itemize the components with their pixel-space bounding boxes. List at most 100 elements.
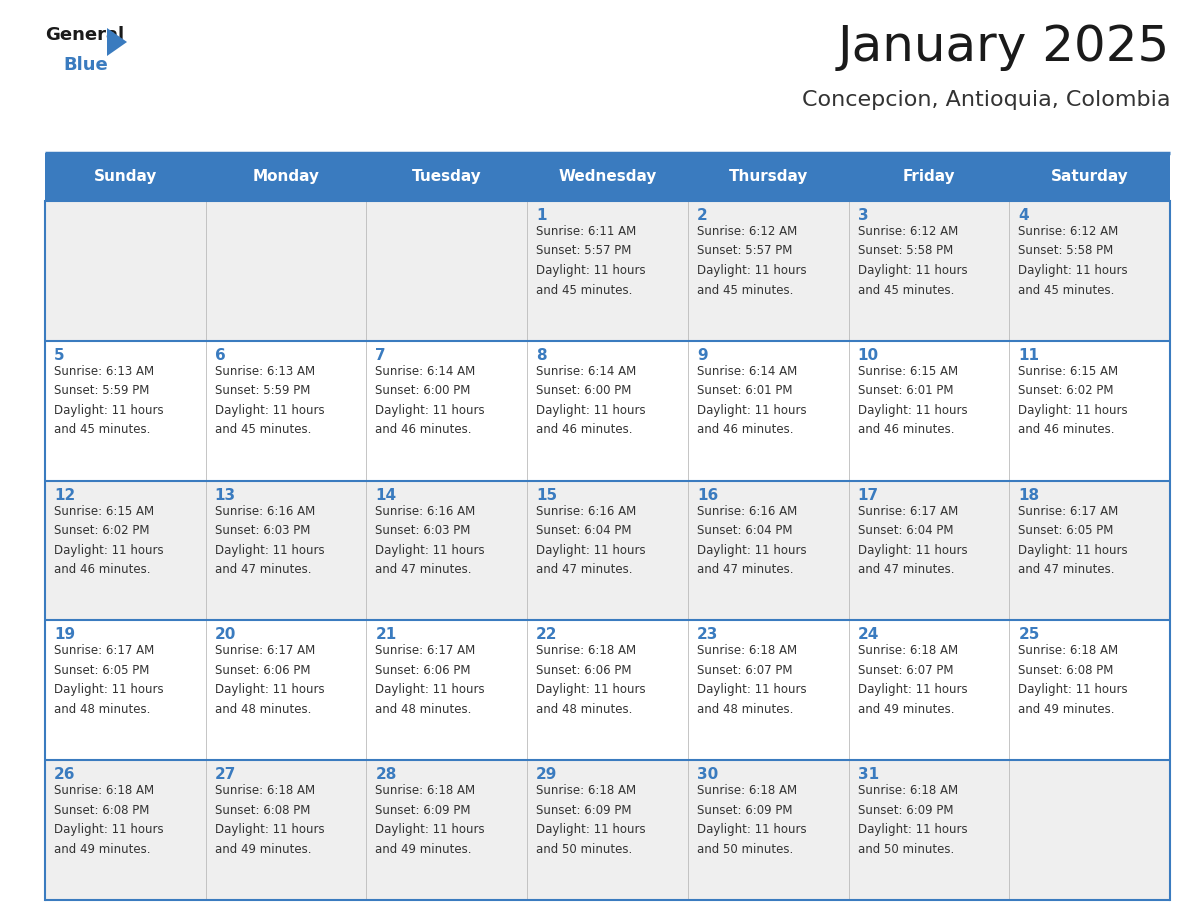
Text: 21: 21: [375, 627, 397, 643]
Text: Sunrise: 6:11 AM: Sunrise: 6:11 AM: [536, 225, 637, 238]
Text: Sunrise: 6:18 AM: Sunrise: 6:18 AM: [1018, 644, 1118, 657]
Text: Daylight: 11 hours: Daylight: 11 hours: [375, 404, 485, 417]
Text: Sunrise: 6:18 AM: Sunrise: 6:18 AM: [536, 784, 637, 797]
Text: 23: 23: [697, 627, 719, 643]
Text: 25: 25: [1018, 627, 1040, 643]
Text: Daylight: 11 hours: Daylight: 11 hours: [536, 683, 646, 697]
Text: Sunset: 6:00 PM: Sunset: 6:00 PM: [375, 385, 470, 397]
Text: Sunset: 6:04 PM: Sunset: 6:04 PM: [858, 524, 953, 537]
Text: 1: 1: [536, 208, 546, 223]
Text: Sunrise: 6:16 AM: Sunrise: 6:16 AM: [215, 505, 315, 518]
Bar: [45, 760, 1170, 900]
Text: and 47 minutes.: and 47 minutes.: [858, 563, 954, 577]
Bar: [45, 341, 1170, 481]
Polygon shape: [107, 28, 127, 56]
Text: Daylight: 11 hours: Daylight: 11 hours: [1018, 404, 1127, 417]
Text: Daylight: 11 hours: Daylight: 11 hours: [215, 683, 324, 697]
Text: 29: 29: [536, 767, 557, 782]
Text: Daylight: 11 hours: Daylight: 11 hours: [215, 404, 324, 417]
Text: 6: 6: [215, 348, 226, 363]
Text: Sunrise: 6:18 AM: Sunrise: 6:18 AM: [858, 784, 958, 797]
Text: Sunrise: 6:13 AM: Sunrise: 6:13 AM: [215, 364, 315, 378]
Text: 28: 28: [375, 767, 397, 782]
Text: 13: 13: [215, 487, 236, 502]
Text: Sunset: 6:08 PM: Sunset: 6:08 PM: [215, 803, 310, 817]
Text: Sunrise: 6:12 AM: Sunrise: 6:12 AM: [858, 225, 958, 238]
Text: and 46 minutes.: and 46 minutes.: [858, 423, 954, 436]
Text: and 48 minutes.: and 48 minutes.: [697, 703, 794, 716]
Text: and 45 minutes.: and 45 minutes.: [697, 284, 794, 297]
Text: Daylight: 11 hours: Daylight: 11 hours: [53, 823, 164, 836]
Text: Daylight: 11 hours: Daylight: 11 hours: [536, 404, 646, 417]
Text: Wednesday: Wednesday: [558, 170, 657, 185]
Text: 3: 3: [858, 208, 868, 223]
Text: Thursday: Thursday: [728, 170, 808, 185]
Text: 10: 10: [858, 348, 879, 363]
Bar: [45, 481, 1170, 621]
Text: Sunrise: 6:18 AM: Sunrise: 6:18 AM: [53, 784, 154, 797]
Bar: [45, 201, 1170, 341]
Text: and 47 minutes.: and 47 minutes.: [697, 563, 794, 577]
Text: Daylight: 11 hours: Daylight: 11 hours: [536, 823, 646, 836]
Text: and 45 minutes.: and 45 minutes.: [1018, 284, 1114, 297]
Text: Sunset: 6:08 PM: Sunset: 6:08 PM: [1018, 664, 1113, 677]
Text: and 49 minutes.: and 49 minutes.: [1018, 703, 1114, 716]
Text: 2: 2: [697, 208, 708, 223]
Text: Sunset: 5:57 PM: Sunset: 5:57 PM: [536, 244, 632, 258]
Text: and 50 minutes.: and 50 minutes.: [697, 843, 794, 856]
Text: Sunrise: 6:14 AM: Sunrise: 6:14 AM: [697, 364, 797, 378]
Text: Sunset: 6:06 PM: Sunset: 6:06 PM: [375, 664, 470, 677]
Text: Saturday: Saturday: [1050, 170, 1129, 185]
Text: Sunset: 6:09 PM: Sunset: 6:09 PM: [697, 803, 792, 817]
Text: 14: 14: [375, 487, 397, 502]
Text: and 45 minutes.: and 45 minutes.: [53, 423, 151, 436]
Text: 9: 9: [697, 348, 708, 363]
Bar: [45, 153, 1170, 201]
Text: Sunset: 6:06 PM: Sunset: 6:06 PM: [215, 664, 310, 677]
Text: Sunset: 6:08 PM: Sunset: 6:08 PM: [53, 803, 150, 817]
Text: Sunset: 5:58 PM: Sunset: 5:58 PM: [858, 244, 953, 258]
Text: Daylight: 11 hours: Daylight: 11 hours: [1018, 683, 1127, 697]
Text: Daylight: 11 hours: Daylight: 11 hours: [697, 264, 807, 277]
Text: 19: 19: [53, 627, 75, 643]
Text: Sunrise: 6:18 AM: Sunrise: 6:18 AM: [858, 644, 958, 657]
Text: and 47 minutes.: and 47 minutes.: [375, 563, 472, 577]
Text: and 49 minutes.: and 49 minutes.: [53, 843, 151, 856]
Text: Daylight: 11 hours: Daylight: 11 hours: [1018, 543, 1127, 556]
Text: Sunset: 5:57 PM: Sunset: 5:57 PM: [697, 244, 792, 258]
Text: Daylight: 11 hours: Daylight: 11 hours: [858, 404, 967, 417]
Text: Daylight: 11 hours: Daylight: 11 hours: [858, 264, 967, 277]
Text: Sunset: 6:01 PM: Sunset: 6:01 PM: [858, 385, 953, 397]
Text: Daylight: 11 hours: Daylight: 11 hours: [375, 823, 485, 836]
Text: Sunrise: 6:17 AM: Sunrise: 6:17 AM: [53, 644, 154, 657]
Text: and 49 minutes.: and 49 minutes.: [215, 843, 311, 856]
Text: Sunset: 6:00 PM: Sunset: 6:00 PM: [536, 385, 632, 397]
Text: Sunset: 6:03 PM: Sunset: 6:03 PM: [375, 524, 470, 537]
Text: Sunset: 6:09 PM: Sunset: 6:09 PM: [858, 803, 953, 817]
Text: Sunrise: 6:17 AM: Sunrise: 6:17 AM: [215, 644, 315, 657]
Text: 30: 30: [697, 767, 718, 782]
Text: and 46 minutes.: and 46 minutes.: [53, 563, 151, 577]
Text: Sunset: 6:05 PM: Sunset: 6:05 PM: [1018, 524, 1113, 537]
Text: 31: 31: [858, 767, 879, 782]
Text: and 47 minutes.: and 47 minutes.: [215, 563, 311, 577]
Text: 11: 11: [1018, 348, 1040, 363]
Text: Sunset: 6:07 PM: Sunset: 6:07 PM: [858, 664, 953, 677]
Text: Daylight: 11 hours: Daylight: 11 hours: [697, 543, 807, 556]
Text: and 46 minutes.: and 46 minutes.: [1018, 423, 1114, 436]
Text: 24: 24: [858, 627, 879, 643]
Text: 15: 15: [536, 487, 557, 502]
Text: Tuesday: Tuesday: [412, 170, 481, 185]
Text: Sunrise: 6:12 AM: Sunrise: 6:12 AM: [697, 225, 797, 238]
Text: Daylight: 11 hours: Daylight: 11 hours: [536, 543, 646, 556]
Text: Sunrise: 6:13 AM: Sunrise: 6:13 AM: [53, 364, 154, 378]
Text: General: General: [45, 26, 124, 44]
Text: and 48 minutes.: and 48 minutes.: [53, 703, 151, 716]
Text: Sunset: 5:59 PM: Sunset: 5:59 PM: [53, 385, 150, 397]
Text: Concepcion, Antioquia, Colombia: Concepcion, Antioquia, Colombia: [802, 90, 1170, 110]
Text: 16: 16: [697, 487, 718, 502]
Text: Sunset: 6:09 PM: Sunset: 6:09 PM: [536, 803, 632, 817]
Text: Daylight: 11 hours: Daylight: 11 hours: [1018, 264, 1127, 277]
Text: 8: 8: [536, 348, 546, 363]
Text: Sunrise: 6:17 AM: Sunrise: 6:17 AM: [1018, 505, 1119, 518]
